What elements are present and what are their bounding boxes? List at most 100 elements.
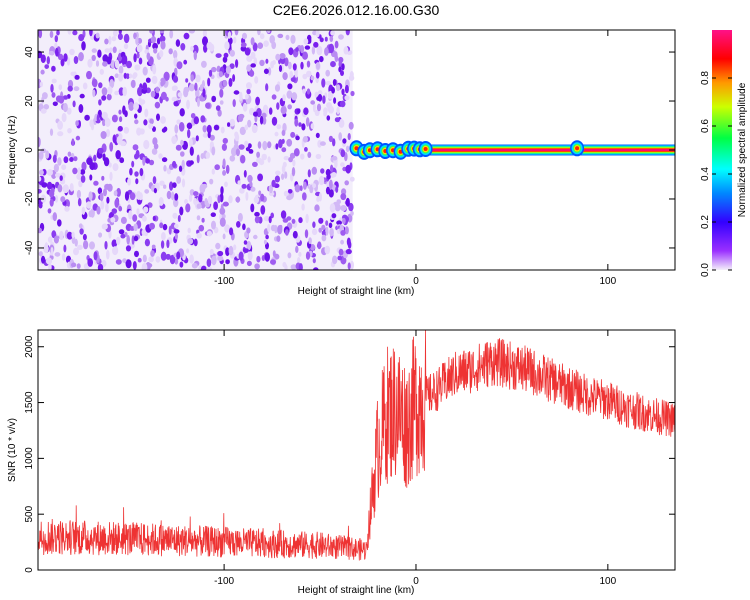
noise-blob [305, 251, 311, 260]
noise-blob [56, 30, 60, 36]
noise-blob [189, 254, 194, 264]
noise-blob [176, 119, 181, 125]
snr-xtick-label: 100 [600, 576, 617, 587]
noise-blob [247, 143, 252, 149]
noise-blob [302, 192, 307, 201]
noise-blob [159, 30, 165, 34]
noise-blob [123, 43, 129, 50]
chart-title: C2E6.2026.012.16.00.G30 [273, 2, 440, 18]
noise-blob [168, 48, 173, 55]
noise-blob [117, 125, 123, 132]
noise-blob [77, 244, 83, 251]
noise-blob [104, 240, 108, 250]
noise-blob [267, 156, 271, 163]
noise-blob [263, 215, 270, 222]
noise-blob [222, 79, 228, 87]
noise-blob [239, 126, 246, 136]
noise-blob [242, 223, 246, 231]
noise-blob [51, 230, 57, 239]
noise-blob [133, 235, 139, 242]
noise-blob [317, 94, 323, 102]
noise-blob [233, 244, 237, 251]
noise-blob [334, 117, 340, 123]
noise-blob [66, 231, 73, 240]
noise-blob [262, 140, 268, 151]
snr-ytick-label: 500 [24, 505, 35, 522]
noise-blob [152, 215, 156, 222]
noise-blob [301, 123, 306, 131]
noise-blob [165, 253, 171, 260]
noise-blob [232, 99, 236, 108]
noise-blob [211, 66, 217, 73]
noise-blob [176, 176, 182, 184]
noise-blob [186, 122, 193, 130]
noise-blob [103, 157, 110, 167]
noise-blob [81, 206, 86, 215]
noise-blob [171, 135, 177, 145]
noise-blob [104, 183, 111, 190]
noise-blob [345, 164, 352, 174]
noise-blob [196, 154, 200, 164]
noise-blob [183, 59, 188, 65]
spectrogram-ytick-label: -20 [24, 191, 35, 206]
noise-blob [61, 112, 67, 123]
noise-blob [341, 88, 345, 96]
noise-blob [130, 79, 136, 89]
noise-blob [315, 71, 320, 79]
noise-blob [131, 235, 135, 245]
noise-blob [187, 227, 191, 234]
noise-blob [79, 93, 85, 99]
noise-blob [222, 233, 226, 240]
noise-blob [202, 30, 207, 38]
noise-blob [187, 129, 191, 139]
spectrogram-ytick-label: 20 [24, 95, 35, 107]
noise-blob [206, 258, 212, 268]
noise-blob [188, 193, 193, 202]
noise-blob [43, 244, 49, 253]
noise-blob [297, 108, 301, 114]
noise-blob [316, 45, 323, 56]
noise-blob [286, 216, 292, 221]
noise-blob [155, 86, 160, 94]
noise-blob [335, 186, 339, 193]
noise-blob [152, 64, 157, 75]
noise-blob [143, 139, 150, 150]
noise-blob [118, 229, 125, 235]
noise-blob [225, 247, 230, 257]
noise-blob [283, 155, 290, 161]
noise-blob [142, 215, 147, 222]
noise-blob [122, 86, 127, 97]
noise-blob [82, 233, 87, 241]
noise-blob [204, 198, 208, 206]
noise-blob [227, 122, 231, 127]
noise-blob [73, 56, 79, 64]
noise-blob [143, 206, 149, 213]
noise-blob [326, 174, 331, 180]
noise-blob [89, 241, 95, 250]
noise-blob [327, 90, 334, 100]
noise-blob [185, 78, 189, 83]
noise-blob [313, 267, 319, 270]
noise-blob [51, 92, 56, 98]
noise-blob [287, 189, 293, 194]
noise-blob [229, 227, 234, 236]
noise-blob [347, 262, 351, 270]
noise-blob [271, 116, 278, 126]
noise-blob [289, 152, 296, 159]
noise-blob [97, 49, 102, 58]
noise-blob [310, 75, 315, 81]
noise-blob [263, 68, 269, 75]
noise-blob [294, 184, 301, 193]
noise-blob [119, 116, 123, 123]
noise-blob [54, 42, 58, 50]
noise-blob [113, 30, 118, 37]
noise-blob [78, 223, 83, 229]
noise-blob [57, 120, 63, 130]
noise-blob [138, 57, 143, 65]
noise-blob [257, 42, 264, 49]
noise-blob [98, 147, 104, 154]
noise-blob [112, 246, 119, 256]
noise-blob [101, 87, 108, 96]
